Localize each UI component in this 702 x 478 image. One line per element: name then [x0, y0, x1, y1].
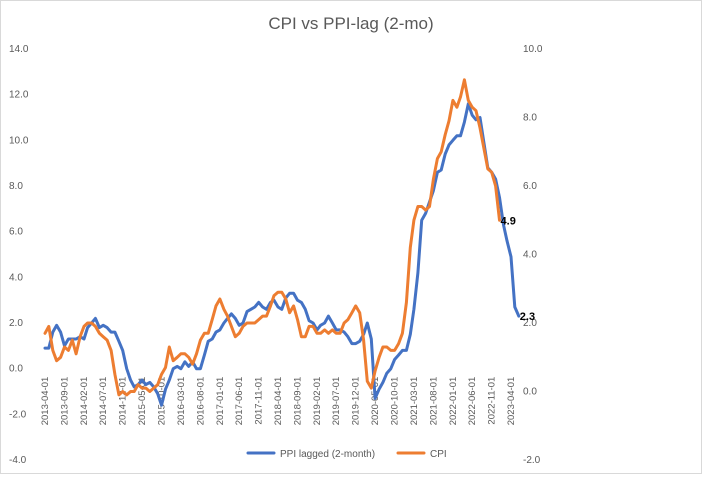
legend-label-ppi: PPI lagged (2-month) — [280, 449, 375, 460]
x-tick-label: 2013-09-01 — [60, 377, 71, 426]
left-tick-label: 12.0 — [9, 90, 29, 101]
right-tick-label: 6.0 — [523, 181, 537, 192]
right-tick-label: -2.0 — [523, 455, 541, 466]
left-tick-label: -4.0 — [9, 455, 27, 466]
x-tick-label: 2017-01-01 — [215, 377, 226, 426]
left-tick-label: 10.0 — [9, 135, 29, 146]
x-tick-label: 2021-03-01 — [409, 377, 420, 426]
x-tick-label: 2018-09-01 — [293, 377, 304, 426]
x-tick-label: 2022-11-01 — [487, 377, 498, 425]
left-tick-label: 4.0 — [9, 272, 23, 283]
x-tick-label: 2021-08-01 — [428, 377, 439, 426]
legend-label-cpi: CPI — [430, 449, 447, 460]
x-tick-label: 2017-11-01 — [254, 377, 265, 425]
legend: PPI lagged (2-month) CPI — [246, 449, 447, 460]
x-tick-label: 2018-04-01 — [273, 377, 284, 426]
x-tick-label: 2016-08-01 — [195, 377, 206, 426]
end-value-label: 2.3 — [520, 311, 535, 323]
left-tick-label: 8.0 — [9, 181, 23, 192]
x-tick-label: 2015-05-01 — [137, 377, 148, 426]
x-tick-label: 2017-06-01 — [234, 377, 245, 426]
ppi-line — [43, 102, 521, 407]
x-tick-label: 2019-02-01 — [312, 377, 323, 426]
left-axis: -4.0 -2.0 0.0 2.0 4.0 6.0 8.0 10.0 12.0 14.0 — [9, 44, 29, 466]
x-tick-label: 2014-12-01 — [118, 377, 129, 426]
right-tick-label: 8.0 — [523, 113, 537, 124]
x-tick-label: 2019-07-01 — [331, 377, 342, 426]
x-tick-label: 2014-02-01 — [79, 377, 90, 426]
right-tick-label: 0.0 — [523, 387, 537, 398]
x-tick-label: 2020-10-01 — [390, 377, 401, 426]
x-tick-label: 2020-05-01 — [370, 377, 381, 426]
right-axis: -2.0 0.0 2.0 4.0 6.0 8.0 10.0 — [523, 44, 543, 466]
annotation-layer: 4.9 2.3 — [501, 215, 536, 323]
x-tick-label: 2016-03-01 — [176, 377, 187, 426]
x-tick-label: 2014-07-01 — [98, 377, 109, 426]
chart-title: CPI vs PPI-lag (2-mo) — [268, 14, 433, 33]
right-tick-label: 4.0 — [523, 250, 537, 261]
left-tick-label: 2.0 — [9, 318, 23, 329]
left-tick-label: -2.0 — [9, 409, 27, 420]
x-tick-label: 2019-12-01 — [351, 377, 362, 426]
x-tick-label: 2022-01-01 — [448, 377, 459, 426]
x-tick-label: 2023-04-01 — [506, 377, 517, 426]
left-tick-label: 0.0 — [9, 364, 23, 375]
series-layer — [43, 78, 521, 407]
x-tick-label: 2022-06-01 — [467, 377, 478, 426]
end-value-label: 4.9 — [501, 215, 516, 227]
x-tick-label: 2013-04-01 — [40, 377, 51, 426]
cpi-line — [43, 78, 501, 397]
left-tick-label: 14.0 — [9, 44, 29, 55]
x-axis: 2013-04-01 2013-09-01 2014-02-01 2014-07-01… — [40, 377, 517, 426]
left-tick-label: 6.0 — [9, 227, 23, 238]
right-tick-label: 2.0 — [523, 318, 537, 329]
right-tick-label: 10.0 — [523, 44, 543, 55]
